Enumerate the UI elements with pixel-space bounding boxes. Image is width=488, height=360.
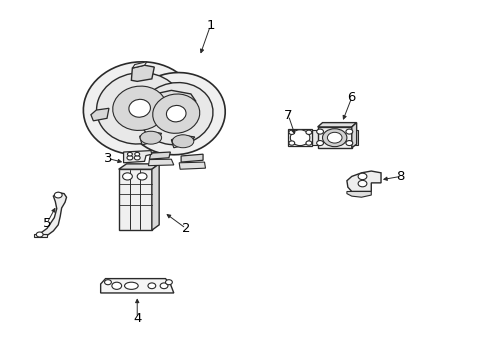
Circle shape bbox=[345, 129, 352, 134]
Circle shape bbox=[345, 140, 352, 145]
Ellipse shape bbox=[290, 130, 309, 145]
Polygon shape bbox=[346, 192, 370, 197]
Circle shape bbox=[134, 156, 140, 160]
Circle shape bbox=[316, 140, 323, 145]
Circle shape bbox=[112, 282, 122, 289]
Text: 2: 2 bbox=[182, 222, 190, 235]
Polygon shape bbox=[101, 279, 173, 293]
Circle shape bbox=[288, 141, 294, 145]
Circle shape bbox=[165, 280, 172, 285]
Ellipse shape bbox=[166, 105, 185, 122]
Ellipse shape bbox=[113, 86, 166, 130]
Polygon shape bbox=[152, 164, 159, 230]
Text: 5: 5 bbox=[42, 216, 51, 230]
Ellipse shape bbox=[152, 94, 199, 133]
Text: 1: 1 bbox=[206, 19, 214, 32]
Ellipse shape bbox=[83, 62, 196, 155]
Ellipse shape bbox=[129, 99, 150, 117]
Circle shape bbox=[127, 156, 133, 160]
Circle shape bbox=[288, 130, 294, 134]
Polygon shape bbox=[317, 127, 351, 148]
Text: 4: 4 bbox=[133, 311, 141, 325]
Text: 8: 8 bbox=[396, 170, 404, 183]
Polygon shape bbox=[346, 171, 380, 192]
Ellipse shape bbox=[139, 82, 213, 145]
Polygon shape bbox=[288, 129, 311, 146]
Polygon shape bbox=[317, 123, 356, 127]
Polygon shape bbox=[181, 154, 203, 162]
Polygon shape bbox=[131, 65, 154, 81]
Circle shape bbox=[305, 141, 311, 145]
Text: 7: 7 bbox=[284, 109, 292, 122]
Polygon shape bbox=[91, 108, 109, 121]
Circle shape bbox=[135, 152, 140, 156]
Text: 6: 6 bbox=[347, 91, 355, 104]
Polygon shape bbox=[148, 159, 173, 166]
Ellipse shape bbox=[127, 73, 225, 155]
Circle shape bbox=[104, 280, 111, 285]
Circle shape bbox=[357, 173, 366, 180]
Circle shape bbox=[148, 283, 156, 289]
Polygon shape bbox=[140, 132, 161, 145]
Ellipse shape bbox=[172, 135, 193, 148]
Polygon shape bbox=[119, 169, 152, 230]
Polygon shape bbox=[35, 193, 66, 237]
Circle shape bbox=[122, 173, 132, 180]
Circle shape bbox=[127, 152, 132, 156]
Ellipse shape bbox=[322, 129, 346, 147]
Polygon shape bbox=[171, 135, 194, 148]
Polygon shape bbox=[119, 164, 159, 169]
Circle shape bbox=[160, 283, 167, 289]
Polygon shape bbox=[140, 90, 195, 112]
Ellipse shape bbox=[327, 132, 341, 143]
Circle shape bbox=[137, 173, 147, 180]
Ellipse shape bbox=[124, 282, 138, 289]
Ellipse shape bbox=[140, 131, 161, 144]
Polygon shape bbox=[132, 62, 147, 68]
Circle shape bbox=[54, 192, 62, 198]
Polygon shape bbox=[351, 130, 357, 145]
Polygon shape bbox=[311, 130, 318, 145]
Circle shape bbox=[316, 129, 323, 134]
Ellipse shape bbox=[96, 72, 183, 144]
Polygon shape bbox=[34, 234, 47, 237]
Circle shape bbox=[357, 180, 366, 187]
Circle shape bbox=[36, 232, 43, 237]
Polygon shape bbox=[179, 162, 205, 169]
Polygon shape bbox=[123, 150, 152, 163]
Polygon shape bbox=[149, 152, 170, 159]
Circle shape bbox=[305, 130, 311, 134]
Polygon shape bbox=[351, 123, 356, 148]
Text: 3: 3 bbox=[103, 152, 112, 165]
